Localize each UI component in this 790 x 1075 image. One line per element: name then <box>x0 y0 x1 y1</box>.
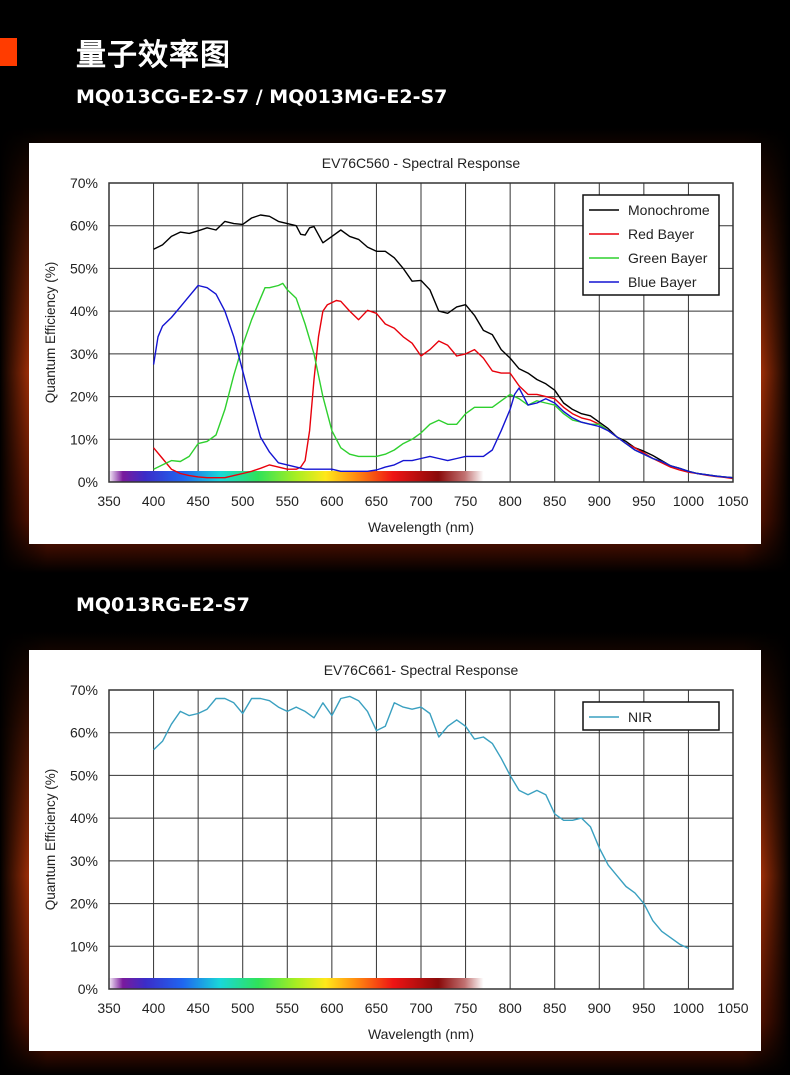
chart-1-y-tick-label: 30% <box>70 346 98 362</box>
chart-1-x-tick-label: 450 <box>186 493 210 509</box>
chart-2-x-tick-label: 800 <box>498 1000 522 1016</box>
chart-2-x-tick-label: 950 <box>632 1000 656 1016</box>
chart-2-y-tick-label: 70% <box>70 682 98 698</box>
chart-1-y-tick-label: 20% <box>70 389 98 405</box>
chart-2-y-tick-label: 10% <box>70 938 98 954</box>
chart-2-x-tick-label: 700 <box>409 1000 433 1016</box>
chart-1-x-tick-label: 350 <box>97 493 121 509</box>
chart-1-legend-label-2: Red Bayer <box>628 226 694 242</box>
chart-2-x-tick-label: 650 <box>365 1000 389 1016</box>
chart-2-x-tick-label: 750 <box>454 1000 478 1016</box>
chart-2-x-tick-label: 850 <box>543 1000 567 1016</box>
chart-2-x-axis-label: Wavelength (nm) <box>368 1026 474 1042</box>
chart-1-y-tick-label: 70% <box>70 175 98 191</box>
page-title: 量子效率图 <box>76 38 231 73</box>
chart-2-y-tick-label: 30% <box>70 853 98 869</box>
chart-2-x-tick-label: 550 <box>276 1000 300 1016</box>
chart-2-y-tick-label: 40% <box>70 810 98 826</box>
chart-1-plot-frame <box>108 182 734 483</box>
chart-1-legend-label-4: Blue Bayer <box>628 274 697 290</box>
chart-1-y-tick-label: 50% <box>70 260 98 276</box>
chart-1-x-tick-label: 850 <box>543 493 567 509</box>
chart-1-series-line-4 <box>152 284 734 479</box>
chart-2-legend: NIR <box>582 701 720 731</box>
chart-1-x-tick-label: 500 <box>231 493 255 509</box>
chart-1-x-tick-label: 700 <box>409 493 433 509</box>
chart-2-legend-label-1: NIR <box>628 709 652 725</box>
chart-1-legend: Monochrome Red Bayer Green Bayer Blue Bayer <box>582 194 720 296</box>
chart-2-series-line-1 <box>153 695 689 950</box>
chart-1-x-tick-label: 550 <box>276 493 300 509</box>
chart-1-spectrum-band <box>107 471 484 482</box>
chart-1-x-tick-label: 950 <box>632 493 656 509</box>
chart-1-x-tick-label: 1000 <box>673 493 704 509</box>
chart-1-y-tick-label: 60% <box>70 218 98 234</box>
chart-2-legend-box <box>582 701 720 731</box>
chart-1-y-axis-label: Quantum Efficiency (%) <box>43 262 58 404</box>
chart-2-x-tick-label: 350 <box>97 1000 121 1016</box>
chart-1-x-axis-label: Wavelength (nm) <box>368 519 474 535</box>
chart-1-x-tick-label: 750 <box>454 493 478 509</box>
chart-2-x-tick-label: 400 <box>142 1000 166 1016</box>
chart-1-x-tick-label: 800 <box>498 493 522 509</box>
chart-1-svg: EV76C560 - Spectral Response 350 400 450 500… <box>43 155 749 535</box>
chart-1-x-tick-label: 1050 <box>717 493 748 509</box>
chart-2-y-tick-label: 20% <box>70 896 98 912</box>
chart-1-y-tick-label: 40% <box>70 303 98 319</box>
chart-2-x-tick-label: 1000 <box>673 1000 704 1016</box>
chart-2-y-tick-label: 60% <box>70 725 98 741</box>
chart-1-y-tick-label: 10% <box>70 431 98 447</box>
chart-2-x-tick-label: 450 <box>186 1000 210 1016</box>
title-accent-bar <box>0 38 17 66</box>
chart-2-x-tick-label: 600 <box>320 1000 344 1016</box>
chart-2-x-tick-label: 900 <box>588 1000 612 1016</box>
chart-2-title: EV76C661- Spectral Response <box>324 662 519 678</box>
chart-1-legend-label-3: Green Bayer <box>628 250 708 266</box>
chart-2-spectrum-band <box>107 978 484 989</box>
chart-1-x-tick-label: 400 <box>142 493 166 509</box>
chart-2-panel: EV76C661- Spectral Response 350 400 450 500 5… <box>29 650 761 1051</box>
chart-2-x-tick-label: 1050 <box>717 1000 748 1016</box>
section-title-1: MQ013CG-E2-S7 / MQ013MG-E2-S7 <box>76 86 448 108</box>
chart-1-legend-box <box>582 194 720 296</box>
chart-1-legend-label-1: Monochrome <box>628 202 710 218</box>
chart-1-panel: EV76C560 - Spectral Response 350 400 450 500… <box>29 143 761 544</box>
chart-1-x-tick-label: 600 <box>320 493 344 509</box>
chart-1-x-tick-label: 650 <box>365 493 389 509</box>
chart-1-y-tick-label: 0% <box>78 474 98 490</box>
chart-2-svg: EV76C661- Spectral Response 350 400 450 500 5… <box>43 662 749 1042</box>
chart-2-plot-frame <box>108 689 734 990</box>
chart-2-y-tick-label: 0% <box>78 981 98 997</box>
chart-2-y-tick-label: 50% <box>70 767 98 783</box>
chart-1-x-tick-label: 900 <box>588 493 612 509</box>
chart-2-x-tick-label: 500 <box>231 1000 255 1016</box>
chart-1-title: EV76C560 - Spectral Response <box>322 155 521 171</box>
section-title-2: MQ013RG-E2-S7 <box>76 594 250 616</box>
chart-2-y-axis-label: Quantum Efficiency (%) <box>43 769 58 911</box>
